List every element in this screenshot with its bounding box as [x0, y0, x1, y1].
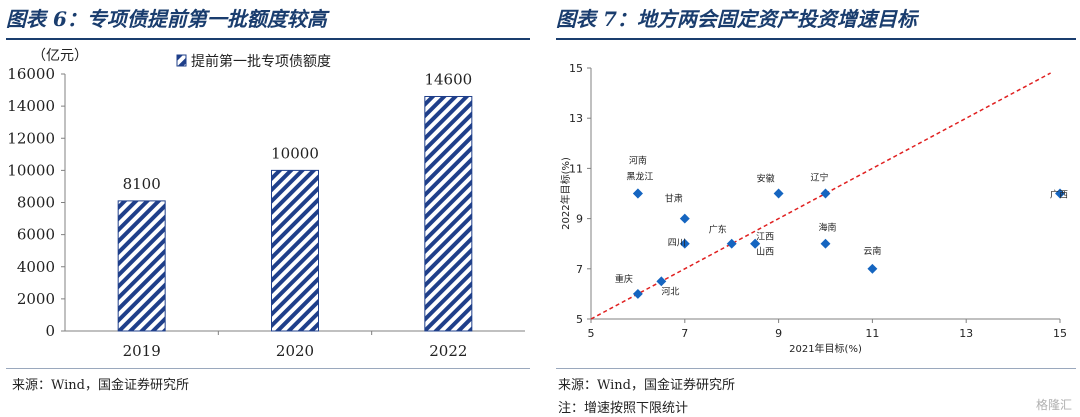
point-广西 — [1055, 188, 1065, 199]
x-tick-label: 13 — [959, 327, 973, 340]
y-tick-label: 14000 — [7, 97, 55, 115]
y-tick-label: 0 — [45, 322, 55, 340]
y-axis-label: 2022年目标(%) — [559, 157, 572, 230]
y-tick-label: 15 — [569, 62, 583, 75]
right-title-rule — [556, 38, 1076, 40]
point-label: 四川 — [668, 239, 686, 249]
x-tick-label: 5 — [588, 327, 595, 340]
legend-swatch — [176, 54, 187, 67]
scatter-chart: 5 7 9 11 13 15 5 7 9 11 13 15 2021年目标(%) 2022年目标(%) 河南… — [559, 62, 1068, 355]
point-山西 — [750, 238, 761, 249]
point-甘肃 — [679, 213, 690, 224]
right-footnote: 注：增速按照下限统计 — [558, 401, 689, 416]
x-category-label: 2019 — [123, 342, 161, 360]
y-tick-label: 13 — [569, 112, 583, 125]
left-title-rule — [6, 38, 530, 40]
x-category-label: 2022 — [429, 342, 467, 360]
bar-data-label: 14600 — [424, 70, 472, 88]
point-河北 — [656, 276, 667, 287]
y-tick-label: 10000 — [7, 161, 55, 179]
legend-label: 提前第一批专项债额度 — [191, 53, 331, 70]
y-tick-label: 8000 — [17, 194, 55, 212]
watermark-logo: 格隆汇 — [1035, 398, 1072, 412]
y-tick-label: 16000 — [7, 65, 55, 83]
y-axis-unit-label: （亿元） — [32, 48, 88, 64]
bar-2020 — [271, 169, 319, 332]
point-海南 — [820, 238, 831, 249]
point-label: 广西 — [1050, 189, 1068, 201]
point-label: 广东 — [709, 224, 727, 236]
x-category-label: 2020 — [276, 342, 314, 360]
point-label: 海南 — [818, 222, 836, 234]
point-云南 — [867, 263, 878, 274]
point-label: 安徽 — [757, 173, 775, 185]
point-label: 黑龙江 — [626, 171, 653, 183]
bar-2019 — [117, 200, 166, 332]
point-重庆 — [632, 288, 643, 299]
point-辽宁 — [820, 188, 831, 199]
bar-data-label: 10000 — [271, 144, 319, 162]
y-tick-label: 4000 — [17, 258, 55, 276]
y-tick-label: 11 — [569, 162, 583, 175]
x-tick-label: 7 — [681, 327, 688, 340]
y-tick-label: 12000 — [7, 129, 55, 147]
x-tick-label: 11 — [865, 327, 879, 340]
point-安徽 — [773, 188, 784, 199]
bar-chart: （亿元） 0 2000 4000 6000 8000 10000 12000 14000 1600… — [7, 48, 525, 360]
point-label: 云南 — [863, 245, 881, 257]
point-黑龙江 — [632, 188, 643, 199]
point-label: 辽宁 — [810, 172, 828, 184]
trend-line — [590, 72, 1051, 320]
y-tick-label: 9 — [576, 213, 583, 226]
point-label: 河北 — [661, 285, 679, 297]
right-source-note: 来源：Wind，国金证券研究所 — [558, 378, 735, 393]
bar-data-label: 8100 — [123, 175, 161, 193]
point-label: 山西 — [756, 247, 774, 258]
x-tick-label: 9 — [775, 327, 782, 340]
left-source-note: 来源：Wind，国金证券研究所 — [12, 378, 189, 393]
y-tick-label: 5 — [576, 313, 583, 326]
point-label: 甘肃 — [665, 193, 683, 205]
left-chart-title: 图表 6：专项债提前第一批额度较高 — [6, 7, 327, 31]
point-label: 河南 — [629, 155, 647, 167]
right-chart-title: 图表 7：地方两会固定资产投资增速目标 — [556, 7, 917, 31]
bar-2022 — [424, 95, 473, 332]
y-tick-label: 7 — [576, 263, 583, 276]
x-axis-label: 2021年目标(%) — [789, 342, 862, 355]
left-footer-rule — [6, 368, 530, 369]
y-tick-label: 2000 — [17, 290, 55, 308]
point-label: 重庆 — [615, 273, 633, 285]
point-广东 — [726, 238, 737, 249]
point-label: 江西 — [756, 232, 774, 243]
right-footer-rule — [556, 368, 1076, 369]
y-tick-label: 6000 — [17, 226, 55, 244]
x-tick-label: 15 — [1053, 327, 1067, 340]
